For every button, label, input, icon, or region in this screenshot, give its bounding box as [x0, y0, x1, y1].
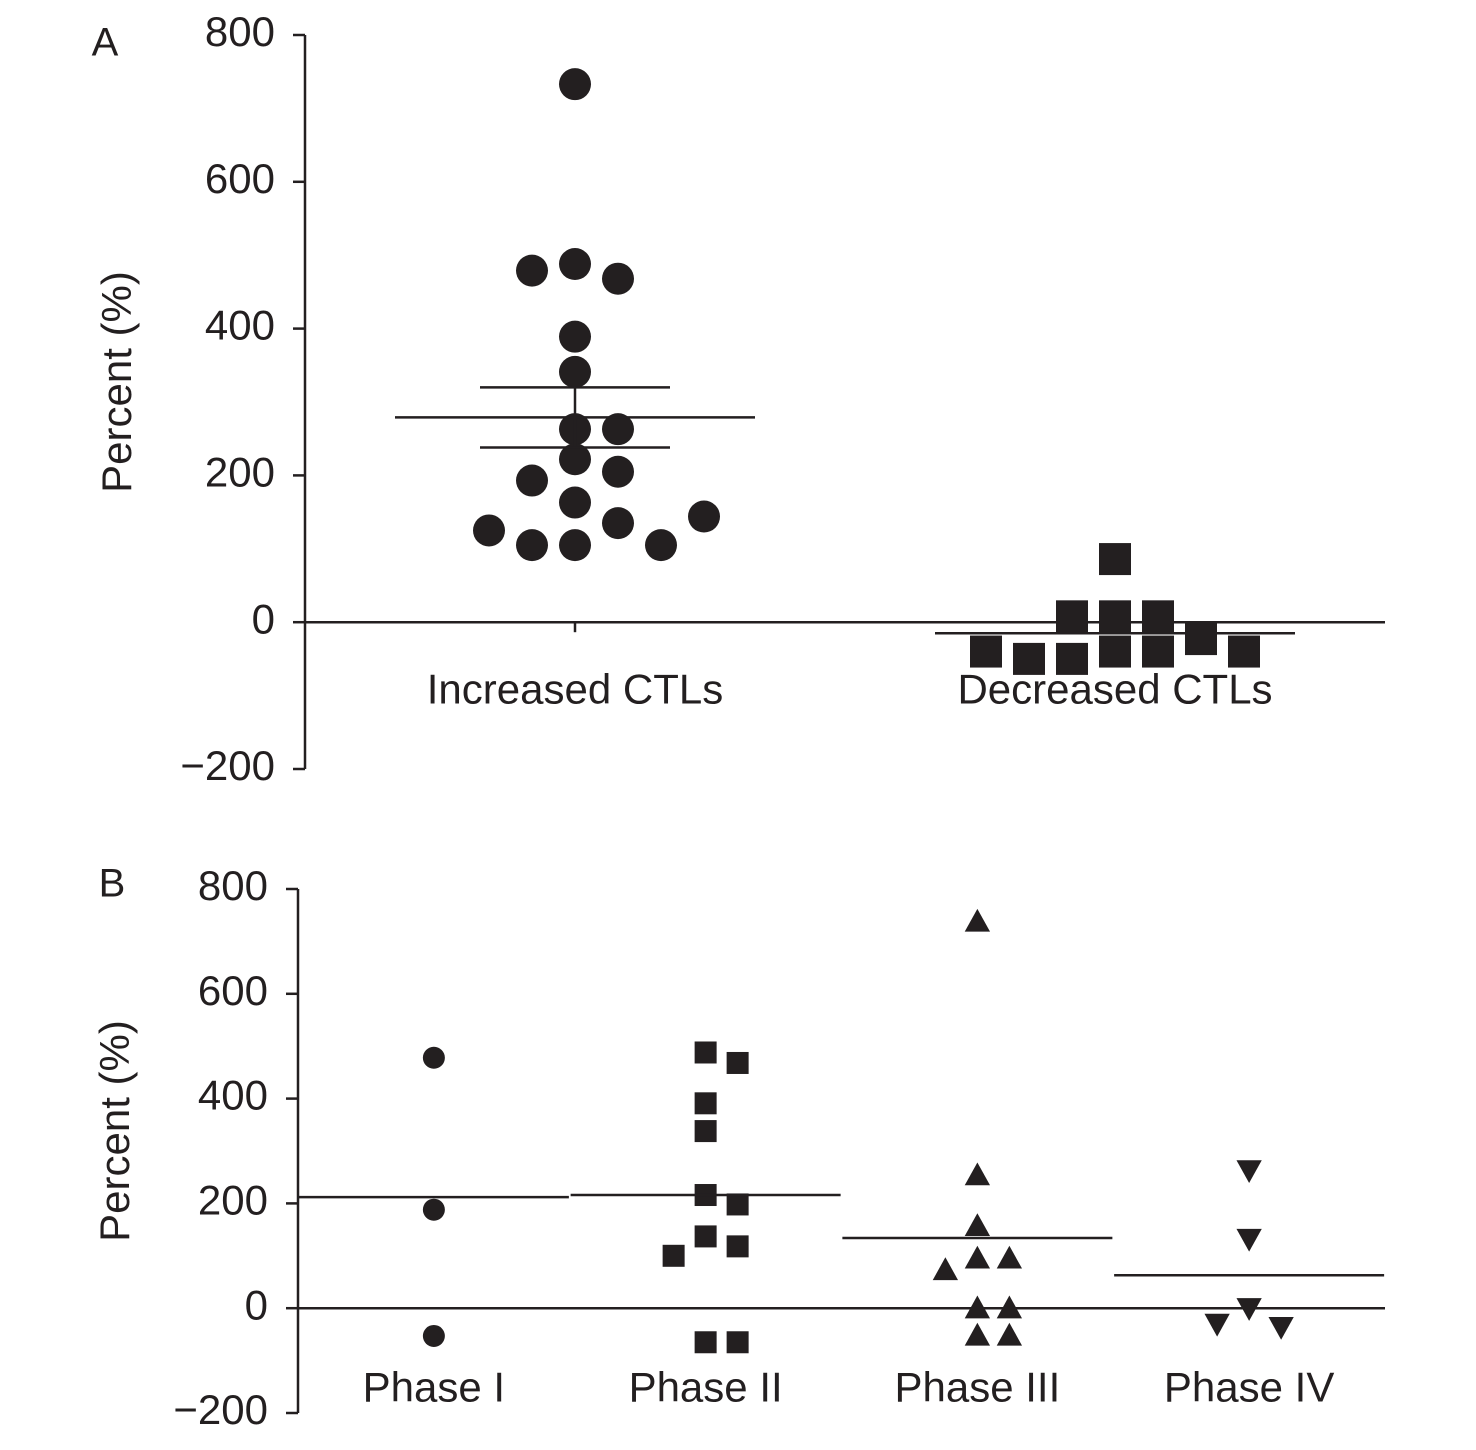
- data-point: [559, 68, 591, 101]
- data-point: [726, 1235, 749, 1258]
- data-point: [1099, 635, 1131, 668]
- data-point: [694, 1120, 717, 1143]
- y-axis-label: Percent (%): [91, 1020, 138, 1242]
- data-point: [645, 529, 677, 562]
- data-point: [726, 1331, 749, 1354]
- y-tick-label: 800: [205, 8, 275, 55]
- y-tick-label: 600: [198, 967, 268, 1014]
- data-point: [726, 1051, 749, 1074]
- data-point: [1013, 642, 1045, 675]
- data-point: [964, 1295, 991, 1319]
- data-point: [602, 262, 634, 295]
- data-point: [516, 529, 548, 562]
- y-tick-label: 200: [198, 1176, 268, 1223]
- y-tick-label: 800: [198, 862, 268, 909]
- data-point: [559, 355, 591, 388]
- data-point: [559, 486, 591, 519]
- panel-label: A: [92, 21, 119, 65]
- data-point: [996, 1295, 1023, 1319]
- x-tick-label: Phase III: [894, 1363, 1060, 1410]
- y-tick-label: −200: [180, 742, 275, 789]
- x-tick-label: Phase IV: [1164, 1363, 1334, 1410]
- x-tick-label: Phase I: [363, 1363, 505, 1410]
- data-point: [559, 320, 591, 353]
- data-point: [1099, 600, 1131, 633]
- data-point: [694, 1092, 717, 1115]
- data-point: [694, 1331, 717, 1354]
- data-point: [970, 635, 1002, 668]
- data-point: [516, 464, 548, 497]
- panel-label: B: [99, 862, 126, 906]
- data-point: [422, 1198, 445, 1221]
- x-tick-label: Increased CTLs: [427, 665, 723, 712]
- data-point: [964, 1213, 991, 1237]
- x-tick-label: Phase II: [629, 1363, 783, 1410]
- data-point: [694, 1041, 717, 1064]
- data-point: [1185, 623, 1217, 656]
- data-point: [1099, 543, 1131, 576]
- data-point: [1228, 635, 1260, 668]
- data-point: [964, 1322, 991, 1346]
- y-tick-label: −200: [173, 1386, 268, 1433]
- y-tick-label: 400: [205, 302, 275, 349]
- data-point: [1056, 642, 1088, 675]
- data-point: [964, 1162, 991, 1186]
- data-point: [726, 1193, 749, 1216]
- data-point: [473, 514, 505, 547]
- data-point: [559, 248, 591, 281]
- data-point: [996, 1322, 1023, 1346]
- data-point: [932, 1257, 959, 1281]
- data-point: [559, 443, 591, 476]
- data-point: [1142, 635, 1174, 668]
- data-point: [422, 1046, 445, 1069]
- y-tick-label: 200: [205, 448, 275, 495]
- data-point: [1142, 600, 1174, 633]
- data-point: [964, 908, 991, 932]
- y-axis-label: Percent (%): [93, 271, 140, 493]
- x-tick-label: Decreased CTLs: [957, 665, 1272, 712]
- data-point: [964, 1245, 991, 1269]
- y-tick-label: 0: [252, 595, 275, 642]
- data-point: [996, 1245, 1023, 1269]
- y-tick-label: 600: [205, 155, 275, 202]
- data-point: [1236, 1228, 1262, 1252]
- data-point: [1056, 600, 1088, 633]
- data-point: [602, 413, 634, 446]
- data-point: [688, 500, 720, 533]
- data-point: [602, 455, 634, 488]
- data-point: [559, 529, 591, 562]
- data-point: [694, 1225, 717, 1248]
- data-point: [1236, 1298, 1262, 1321]
- data-point: [1204, 1313, 1230, 1337]
- y-tick-label: 0: [245, 1281, 268, 1328]
- data-point: [662, 1244, 685, 1267]
- y-tick-label: 400: [198, 1072, 268, 1119]
- data-point: [1236, 1160, 1262, 1184]
- data-point: [1268, 1316, 1294, 1340]
- data-point: [422, 1324, 445, 1347]
- data-point: [516, 254, 548, 287]
- data-point: [602, 507, 634, 540]
